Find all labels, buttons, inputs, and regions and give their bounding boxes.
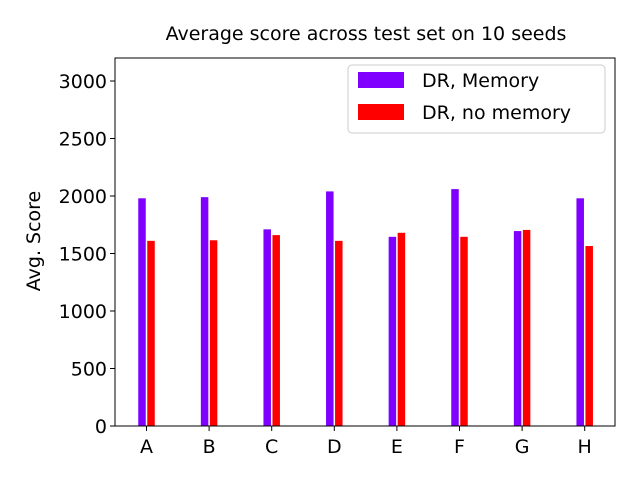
x-tick-label: G: [515, 436, 530, 458]
bar-dr-memory: [388, 236, 397, 426]
y-tick-label: 500: [71, 359, 107, 381]
legend-label-dr-no-memory: DR, no memory: [422, 102, 571, 124]
bars-group: [138, 189, 593, 426]
bar-dr-memory: [513, 231, 522, 426]
y-tick-label: 1000: [59, 301, 107, 323]
legend-swatch-dr-memory: [358, 72, 404, 88]
bar-dr-memory: [326, 191, 334, 426]
y-tick-label: 0: [95, 416, 107, 438]
bar-dr-no-memory: [585, 246, 593, 426]
x-tick-label: C: [265, 436, 278, 458]
bar-dr-no-memory: [460, 236, 468, 426]
bar-dr-memory: [200, 197, 209, 426]
x-tick-label: F: [454, 436, 465, 458]
legend-swatch-dr-no-memory: [358, 104, 404, 120]
x-tick-label: D: [327, 436, 342, 458]
y-tick-label: 3000: [59, 71, 107, 93]
legend-label-dr-memory: DR, Memory: [422, 70, 539, 92]
y-axis-label: Avg. Score: [23, 191, 45, 291]
x-tick-label: E: [391, 436, 403, 458]
legend: DR, Memory DR, no memory: [347, 64, 606, 134]
bar-dr-memory: [138, 198, 146, 426]
bar-dr-no-memory: [522, 229, 531, 426]
bar-dr-memory: [263, 229, 271, 426]
y-tick-label: 2500: [59, 129, 107, 151]
y-tick-label: 2000: [59, 186, 107, 208]
x-axis-ticks: A B C D E F G H: [140, 426, 592, 458]
bar-dr-no-memory: [397, 232, 406, 426]
y-tick-label: 1500: [59, 244, 107, 266]
chart-title: Average score across test set on 10 seed…: [166, 23, 567, 45]
legend-box: [347, 64, 606, 134]
x-tick-label: B: [203, 436, 216, 458]
bar-dr-no-memory: [272, 235, 280, 426]
bar-dr-memory: [451, 189, 459, 426]
plot-area-frame: [114, 57, 616, 427]
bar-dr-no-memory: [335, 240, 343, 426]
x-tick-label: A: [140, 436, 153, 458]
bar-dr-memory: [576, 198, 584, 426]
bar-dr-no-memory: [209, 240, 218, 426]
y-axis-ticks: 0 500 1000 1500 2000 2500 3000: [59, 71, 115, 438]
bar-dr-no-memory: [147, 240, 155, 426]
x-tick-label: H: [578, 436, 592, 458]
